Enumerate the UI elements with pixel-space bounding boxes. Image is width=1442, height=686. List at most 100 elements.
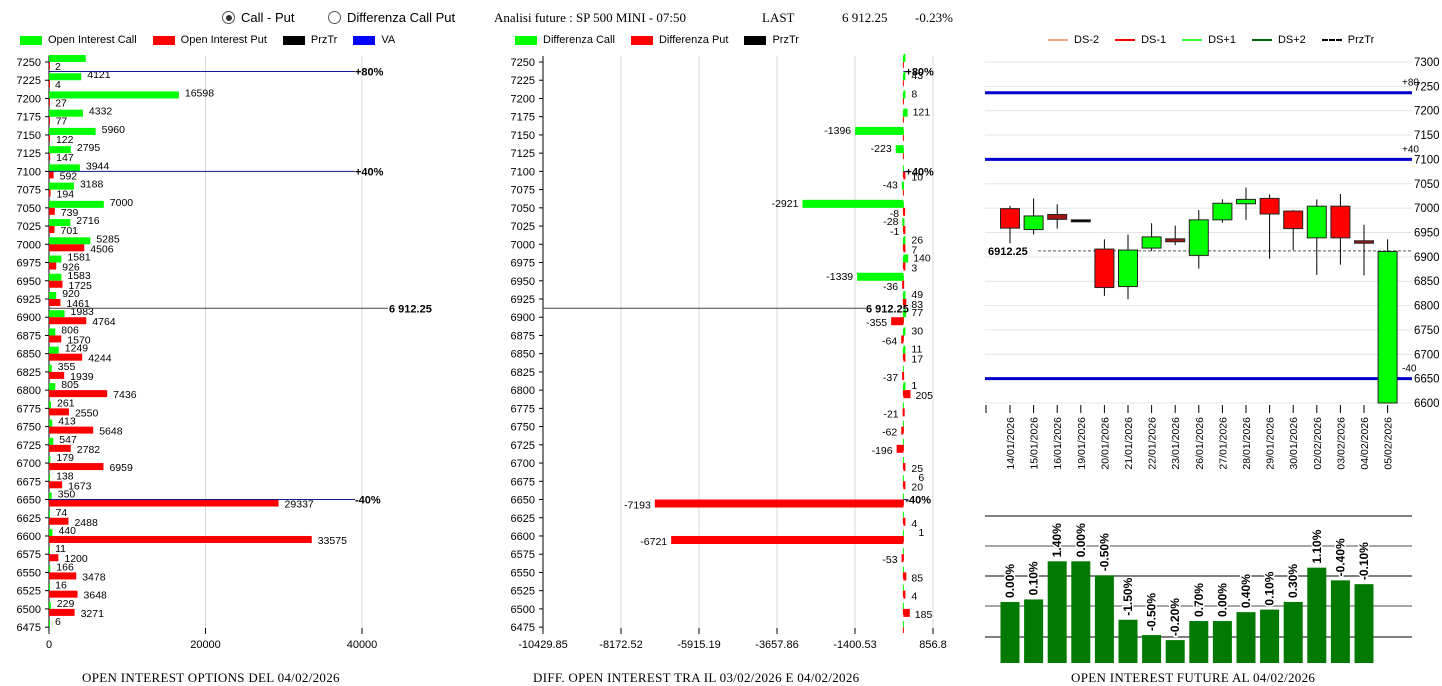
bar-label-diff-put: 85 xyxy=(911,572,923,584)
va-label: -40% xyxy=(355,495,381,507)
bar-oi-future xyxy=(1094,575,1114,663)
bar-label-oi-future: 0.10% xyxy=(1263,571,1277,605)
bar-label-oi-future: -1.50% xyxy=(1121,577,1135,615)
bar-label-diff-put: -53 xyxy=(882,554,897,566)
bar-put xyxy=(49,207,55,215)
bar-put xyxy=(49,153,51,161)
y-tick-label: 6950 xyxy=(17,276,41,288)
bar-label-put: 701 xyxy=(60,225,78,237)
legend-oi-diff: Differenza Call Differenza Put PrzTr xyxy=(515,34,815,46)
bar-oi-future xyxy=(1189,621,1209,663)
bar-label-diff-call: 30 xyxy=(911,325,923,337)
bar-label-put: 6959 xyxy=(109,462,133,474)
bar-diff-call xyxy=(903,345,906,354)
bar-diff-put xyxy=(902,371,905,380)
bar-label-diff-put: -37 xyxy=(883,372,898,384)
candle-body xyxy=(1000,208,1020,229)
y-tick-label: 7150 xyxy=(1414,130,1440,142)
bar-oi-future xyxy=(1071,561,1091,663)
legend-label: DS+1 xyxy=(1208,34,1236,46)
bar-label-put: 3478 xyxy=(82,571,106,583)
candle-body xyxy=(1094,248,1115,289)
y-tick-label: 6550 xyxy=(511,567,535,579)
y-tick-label: 6575 xyxy=(17,549,41,561)
legend-swatch-prztr xyxy=(744,35,767,45)
bar-put xyxy=(49,62,50,69)
y-tick-label: 6850 xyxy=(17,349,41,361)
bar-call xyxy=(49,146,71,154)
y-tick-label: 6800 xyxy=(17,385,41,397)
legend-item: Open Interest Put xyxy=(152,34,267,46)
radio-differenza-call-put[interactable]: Differenza Call Put xyxy=(328,10,455,25)
bar-label-call: 413 xyxy=(58,416,76,428)
y-tick-label: 7050 xyxy=(17,203,41,215)
y-tick-label: 6950 xyxy=(511,276,535,288)
bar-diff-call xyxy=(903,54,906,62)
candle-body xyxy=(1354,240,1374,244)
bar-call xyxy=(49,219,71,227)
bar-call xyxy=(49,237,91,245)
bar-label-call: 1583 xyxy=(67,270,91,282)
legend-label: Open Interest Put xyxy=(180,34,267,46)
bar-diff-put xyxy=(903,572,907,581)
legend-label: DS-2 xyxy=(1074,34,1100,46)
bar-label-call: 3944 xyxy=(86,160,110,172)
x-tick-label: -1400.53 xyxy=(833,639,876,651)
y-tick-label: 7050 xyxy=(1414,179,1440,191)
legend-label: Open Interest Call xyxy=(48,34,137,46)
legend-line-ds+1 xyxy=(1182,39,1203,41)
bar-diff-put xyxy=(896,444,904,453)
bar-label-oi-future: -0.40% xyxy=(1333,538,1347,576)
x-tick-label: 856.8 xyxy=(919,639,947,651)
y-tick-label: 6850 xyxy=(511,349,535,361)
y-tick-label: 6475 xyxy=(17,622,41,634)
bar-oi-future xyxy=(1260,609,1280,663)
legend-line-ds+2 xyxy=(1251,39,1272,41)
bar-label-diff-call: -1396 xyxy=(824,125,851,137)
legend-line-prztr xyxy=(1321,39,1342,41)
bar-put xyxy=(49,134,50,142)
y-tick-label: 6475 xyxy=(511,622,535,634)
x-tick-label: 40000 xyxy=(347,639,378,651)
bar-label-diff-put: 10 xyxy=(911,171,923,183)
radio-call-put[interactable]: Call - Put xyxy=(222,10,294,25)
y-tick-label: 6575 xyxy=(511,549,535,561)
bar-label-diff-put: -1 xyxy=(890,226,899,238)
bar-oi-future xyxy=(1024,599,1044,663)
radio-unselected-icon xyxy=(328,11,341,24)
y-tick-label: 6825 xyxy=(17,367,41,379)
y-tick-label: 6950 xyxy=(1414,228,1440,240)
y-tick-label: 6650 xyxy=(511,495,535,507)
bar-oi-future xyxy=(1212,621,1232,663)
bar-label-call: 5285 xyxy=(96,233,120,245)
bar-call xyxy=(49,547,50,555)
y-tick-label: 7125 xyxy=(17,148,41,160)
bar-diff-call xyxy=(857,272,904,281)
y-tick-label: 7200 xyxy=(1414,106,1440,118)
bar-label-diff-put: 1 xyxy=(918,527,924,539)
bar-diff-put xyxy=(903,226,906,235)
va-label: +80% xyxy=(905,66,934,78)
y-tick-label: 6625 xyxy=(17,513,41,525)
bar-call xyxy=(49,419,53,427)
va-label: +40% xyxy=(905,166,934,178)
bar-label-oi-future: 0.30% xyxy=(1286,564,1300,598)
candle-body xyxy=(1212,202,1233,221)
y-tick-label: 6650 xyxy=(17,495,41,507)
legend-label: PrzTr xyxy=(1347,34,1375,46)
legend-label: Differenza Put xyxy=(658,34,729,46)
bar-label-diff-put: 4 xyxy=(911,518,917,530)
bar-put xyxy=(49,353,83,361)
last-value: 6 912.25 xyxy=(842,10,888,25)
x-tick-label: 15/01/2026 xyxy=(1029,417,1041,470)
legend-item: PrzTr xyxy=(744,34,799,46)
bar-label-call: 261 xyxy=(57,397,75,409)
bar-put xyxy=(49,116,50,124)
y-tick-label: 7150 xyxy=(511,130,535,142)
bar-call xyxy=(49,164,80,172)
bar-label-oi-future: -0.50% xyxy=(1145,593,1159,631)
bar-put xyxy=(49,390,108,398)
bar-label-diff-put: -62 xyxy=(882,427,897,439)
y-tick-label: 6875 xyxy=(17,330,41,342)
legend-label: PrzTr xyxy=(772,34,799,46)
